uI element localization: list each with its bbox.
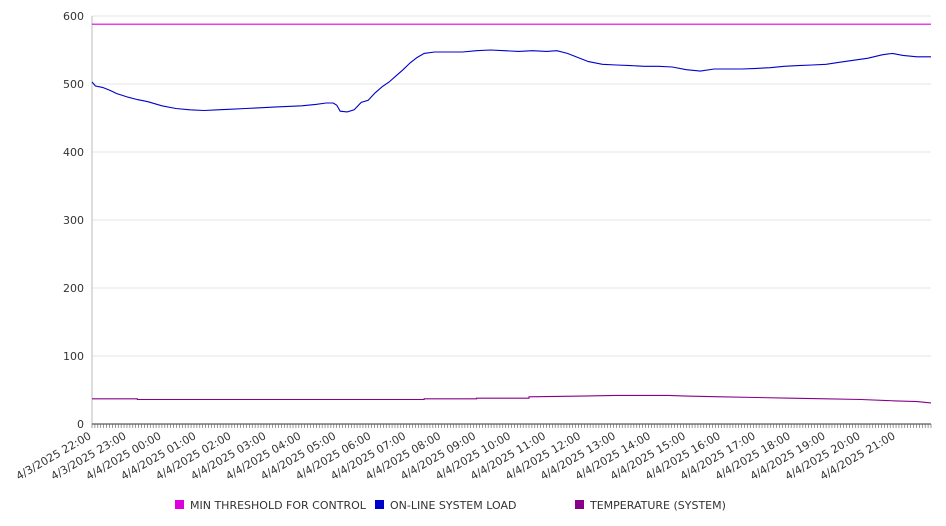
legend: MIN THRESHOLD FOR CONTROL ON-LINE SYSTEM … xyxy=(175,499,726,512)
legend-label: MIN THRESHOLD FOR CONTROL xyxy=(190,499,367,512)
series-lines xyxy=(91,23,932,404)
y-tick-label: 0 xyxy=(77,418,84,431)
legend-label: ON-LINE SYSTEM LOAD xyxy=(390,499,516,512)
y-tick-label: 400 xyxy=(63,146,84,159)
axes xyxy=(91,16,932,428)
y-tick-label: 300 xyxy=(63,214,84,227)
y-axis-ticks: 0 100 200 300 400 500 600 xyxy=(63,10,84,431)
y-tick-label: 100 xyxy=(63,350,84,363)
legend-swatch xyxy=(575,500,584,509)
x-axis-ticks: 4/3/2025 22:004/3/2025 23:004/4/2025 00:… xyxy=(14,429,898,483)
series-line-temperature-system xyxy=(92,394,932,404)
grid-lines xyxy=(92,15,931,357)
legend-label: TEMPERATURE (SYSTEM) xyxy=(589,499,726,512)
y-tick-label: 200 xyxy=(63,282,84,295)
y-tick-label: 500 xyxy=(63,78,84,91)
legend-swatch xyxy=(375,500,384,509)
series-line-on-line-system-load xyxy=(91,49,931,113)
legend-swatch xyxy=(175,500,184,509)
y-tick-label: 600 xyxy=(63,10,84,23)
